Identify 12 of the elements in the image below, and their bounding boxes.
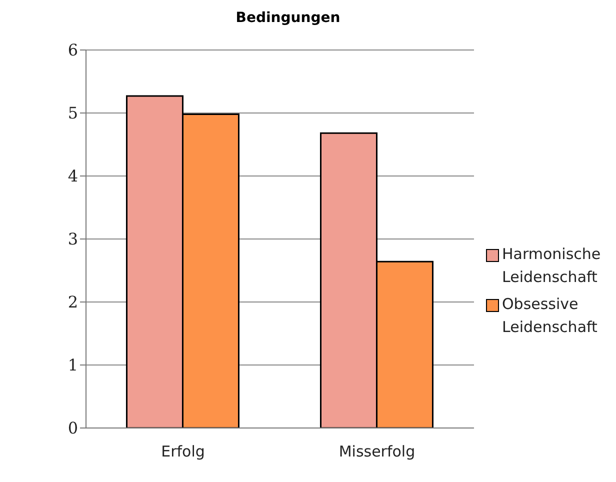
y-tick-label: 2 xyxy=(68,292,78,312)
y-tick-label: 3 xyxy=(68,230,78,249)
x-tick-label: Erfolg xyxy=(161,442,205,461)
y-tick-label: 0 xyxy=(68,418,78,438)
chart-title: Bedingungen xyxy=(234,10,342,26)
y-tick-label: 6 xyxy=(68,40,78,60)
y-tick-label: 1 xyxy=(68,356,78,375)
legend-label: Harmonische Leidenschaft xyxy=(502,244,602,288)
x-tick-label: Misserfolg xyxy=(338,442,416,461)
legend-label: Obsessive Leidenschaft xyxy=(502,294,598,338)
y-tick-label: 5 xyxy=(68,104,78,123)
y-tick-label: 4 xyxy=(68,166,78,186)
